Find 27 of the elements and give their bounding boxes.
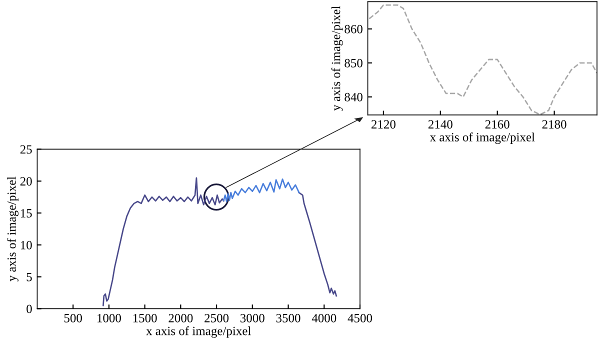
y-tick-label: 860 <box>344 24 362 34</box>
x-axis-title: x axis of image/pixel <box>430 132 535 144</box>
x-tick-label: 2120 <box>372 120 396 129</box>
x-tick-label: 2500 <box>204 314 229 322</box>
x-tick-label: 2160 <box>485 120 510 129</box>
y-tick-label: 840 <box>344 92 362 102</box>
y-axis-title: y axis of image/pixel <box>331 6 343 111</box>
y-tick-label: 15 <box>20 209 32 218</box>
x-tick-label: 1000 <box>98 314 121 322</box>
y-tick-label: 5 <box>26 272 32 282</box>
x-tick-label: 4500 <box>348 314 372 322</box>
line-series <box>368 4 597 115</box>
x-tick-label: 4000 <box>312 314 336 322</box>
y-tick-label: 0 <box>26 304 32 314</box>
y-tick-label: 10 <box>20 240 32 250</box>
x-tick-label: 2180 <box>542 120 566 129</box>
x-tick-label: 3500 <box>276 314 300 322</box>
x-axis-title: x axis of image/pixel <box>146 326 251 338</box>
x-tick-label: 500 <box>64 314 82 322</box>
y-tick-label: 20 <box>20 177 32 186</box>
y-axis-title: y axis of image/pixel <box>6 176 18 282</box>
x-tick-label: 1500 <box>133 314 157 322</box>
y-tick-label: 850 <box>344 58 362 68</box>
y-tick-label: 25 <box>20 145 32 154</box>
x-tick-label: 2140 <box>428 120 452 129</box>
x-tick-label: 2000 <box>168 314 193 322</box>
x-tick-label: 3000 <box>240 314 264 322</box>
